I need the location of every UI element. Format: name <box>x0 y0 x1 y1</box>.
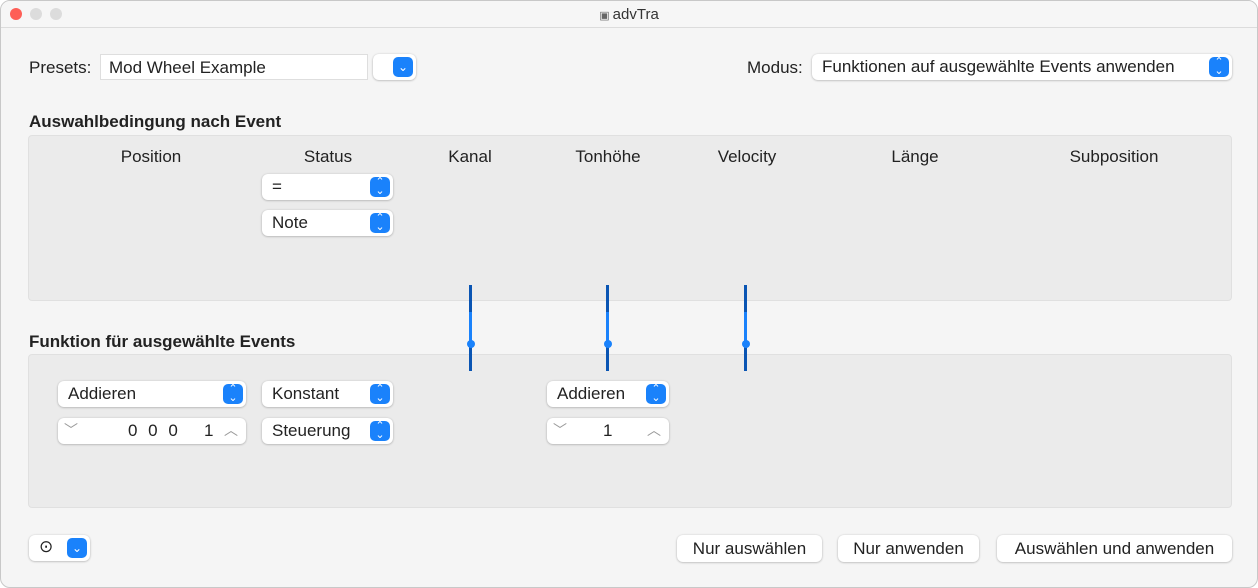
selection-heading: Auswahlbedingung nach Event <box>29 112 282 131</box>
column-subposition: Subposition <box>1069 147 1159 166</box>
presets-input[interactable]: Mod Wheel Example <box>100 54 368 80</box>
updown-chevron-icon: ⌃ ⌄ <box>223 384 243 404</box>
select-and-apply-button[interactable]: Auswählen und anwenden <box>997 535 1232 562</box>
slider-knob[interactable] <box>741 340 750 348</box>
action-menu-button[interactable]: ⊙ ⌄ <box>29 535 90 561</box>
selection-panel <box>28 135 1232 301</box>
modus-label: Modus: <box>747 58 803 77</box>
status-operator-select[interactable]: = ⌃ ⌄ <box>262 174 393 200</box>
status-function-value-select[interactable]: Steuerung ⌃ ⌄ <box>262 418 393 444</box>
title-bar: ▣ advTra <box>1 1 1257 28</box>
status-value-select[interactable]: Note ⌃ ⌄ <box>262 210 393 236</box>
tonhoehe-link-slider[interactable] <box>603 285 612 371</box>
apply-only-button[interactable]: Nur anwenden <box>838 535 979 562</box>
zoom-button[interactable] <box>50 8 62 20</box>
updown-chevron-icon: ⌃ ⌄ <box>1209 57 1229 77</box>
status-operator-value: = <box>272 177 282 196</box>
pitch-operation-value: Addieren <box>557 384 626 403</box>
pitch-value-stepper[interactable]: ﹀ 1 ︿ <box>547 418 669 444</box>
position-value-stepper[interactable]: ﹀ 0 0 0 1 ︿ <box>58 418 246 444</box>
column-laenge: Länge <box>891 147 939 166</box>
pitch-operation-select[interactable]: Addieren ⌃ ⌄ <box>547 381 669 407</box>
chevron-up-icon[interactable]: ︿ <box>647 422 661 438</box>
updown-chevron-icon: ⌃ ⌄ <box>646 384 666 404</box>
chevron-down-icon[interactable]: ﹀ <box>553 422 567 438</box>
kanal-link-slider[interactable] <box>466 285 475 371</box>
chevron-up-icon[interactable]: ︿ <box>224 422 238 438</box>
chevron-down-icon: ⌄ <box>393 57 413 77</box>
column-kanal: Kanal <box>448 147 492 166</box>
column-position: Position <box>120 147 182 166</box>
column-tonhoehe: Tonhöhe <box>575 147 641 166</box>
updown-chevron-icon: ⌃ ⌄ <box>370 421 390 441</box>
position-operation-select[interactable]: Addieren ⌃ ⌄ <box>58 381 246 407</box>
status-function-value: Steuerung <box>272 421 351 440</box>
updown-chevron-icon: ⌃ ⌄ <box>370 177 390 197</box>
select-only-button[interactable]: Nur auswählen <box>677 535 822 562</box>
chevron-down-icon[interactable]: ﹀ <box>64 422 78 438</box>
updown-chevron-icon: ⌃ ⌄ <box>370 213 390 233</box>
document-icon: ▣ <box>599 10 613 22</box>
ellipsis-circle-icon: ⊙ <box>39 537 54 556</box>
pitch-value: 1 <box>603 421 613 440</box>
modus-select[interactable]: Funktionen auf ausgewählte Events anwend… <box>812 54 1232 80</box>
updown-chevron-icon: ⌃ ⌄ <box>370 384 390 404</box>
status-operation-select[interactable]: Konstant ⌃ ⌄ <box>262 381 393 407</box>
slider-knob[interactable] <box>603 340 612 348</box>
presets-menu-button[interactable]: ⌄ <box>373 54 416 80</box>
status-value: Note <box>272 213 308 232</box>
function-heading: Funktion für ausgewählte Events <box>29 332 296 351</box>
status-operation-value: Konstant <box>272 384 340 403</box>
window-title: ▣ advTra <box>1 6 1257 23</box>
close-button[interactable] <box>10 8 22 20</box>
position-operation-value: Addieren <box>68 384 137 403</box>
column-status: Status <box>303 147 353 166</box>
velocity-link-slider[interactable] <box>741 285 750 371</box>
chevron-down-icon: ⌄ <box>67 538 87 558</box>
window-title-text: advTra <box>612 6 659 23</box>
position-value-ticks: 1 <box>204 421 214 440</box>
column-velocity: Velocity <box>717 147 777 166</box>
modus-value: Funktionen auf ausgewählte Events anwend… <box>822 57 1175 76</box>
slider-knob[interactable] <box>466 340 475 348</box>
minimize-button[interactable] <box>30 8 42 20</box>
presets-label: Presets: <box>29 58 92 77</box>
position-value: 0 0 0 <box>128 421 181 440</box>
